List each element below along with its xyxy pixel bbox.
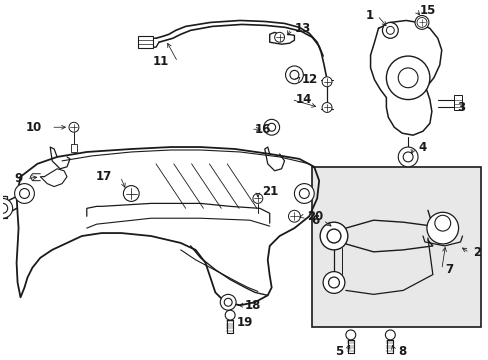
Circle shape — [328, 277, 339, 288]
Circle shape — [224, 298, 232, 306]
Circle shape — [0, 203, 8, 213]
Text: 8: 8 — [397, 345, 406, 358]
Circle shape — [414, 15, 428, 30]
Circle shape — [322, 77, 331, 87]
Bar — [138, 36, 153, 48]
Circle shape — [294, 184, 314, 203]
Text: 5: 5 — [334, 345, 342, 358]
Text: 14: 14 — [295, 93, 311, 106]
Text: 18: 18 — [244, 299, 261, 312]
Circle shape — [225, 310, 235, 320]
Text: 12: 12 — [301, 73, 317, 86]
Circle shape — [20, 189, 29, 198]
Circle shape — [220, 294, 236, 310]
Text: 21: 21 — [261, 185, 278, 198]
Circle shape — [123, 186, 139, 201]
Circle shape — [385, 330, 394, 340]
Text: 2: 2 — [472, 246, 481, 259]
Bar — [453, 95, 461, 111]
Circle shape — [345, 330, 355, 340]
Circle shape — [426, 212, 458, 244]
Text: 19: 19 — [237, 316, 253, 329]
Circle shape — [323, 272, 344, 293]
Circle shape — [69, 122, 79, 132]
Bar — [312, 167, 480, 327]
Circle shape — [320, 222, 347, 250]
Text: 20: 20 — [306, 210, 323, 223]
Circle shape — [382, 22, 397, 38]
Text: 1: 1 — [365, 9, 373, 22]
Circle shape — [322, 103, 331, 112]
Bar — [71, 144, 77, 152]
Circle shape — [403, 152, 412, 162]
Text: 6: 6 — [310, 214, 319, 227]
Circle shape — [263, 120, 279, 135]
Text: 7: 7 — [445, 263, 453, 276]
Circle shape — [285, 66, 303, 84]
Text: 13: 13 — [294, 22, 310, 35]
Circle shape — [274, 32, 284, 42]
Circle shape — [397, 147, 417, 167]
Circle shape — [386, 56, 429, 100]
Text: 16: 16 — [254, 123, 271, 136]
Circle shape — [0, 198, 13, 218]
Text: 11: 11 — [152, 55, 168, 68]
Text: 10: 10 — [26, 121, 42, 134]
Circle shape — [434, 215, 450, 231]
Circle shape — [397, 68, 417, 88]
Circle shape — [267, 123, 275, 131]
Text: 4: 4 — [417, 140, 426, 153]
Circle shape — [289, 71, 298, 79]
Circle shape — [15, 184, 34, 203]
Bar — [0, 197, 7, 218]
Text: 9: 9 — [14, 172, 22, 185]
Text: 15: 15 — [419, 4, 435, 17]
Circle shape — [326, 229, 340, 243]
Circle shape — [299, 189, 308, 198]
Text: 3: 3 — [457, 101, 465, 114]
Text: 17: 17 — [95, 170, 111, 183]
Circle shape — [416, 18, 426, 27]
Circle shape — [252, 194, 262, 203]
Circle shape — [288, 210, 300, 222]
Circle shape — [386, 26, 393, 34]
